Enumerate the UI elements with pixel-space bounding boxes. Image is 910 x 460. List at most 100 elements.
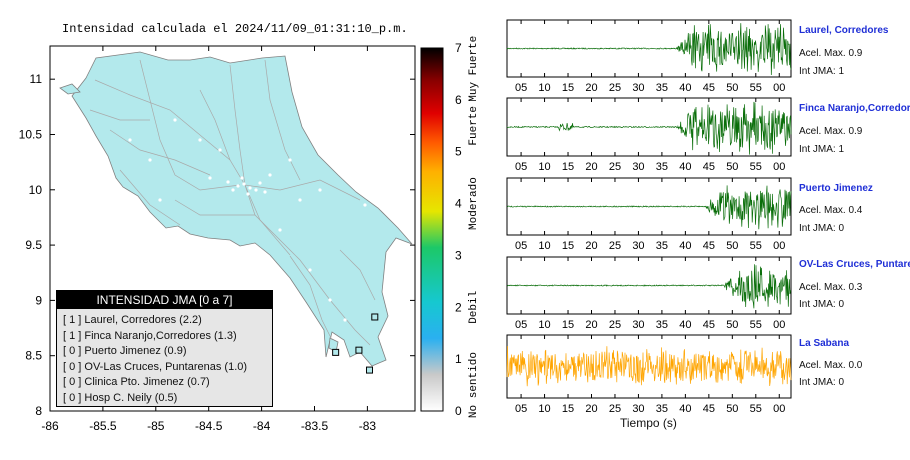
time-tick-label: 40 — [679, 319, 691, 331]
lon-tick-label: -85 — [147, 419, 165, 433]
lat-tick-label: 10 — [29, 183, 43, 197]
time-tick-label: 35 — [656, 161, 668, 173]
lat-tick-label: 11 — [30, 72, 43, 86]
time-tick-label: 40 — [679, 403, 691, 415]
lat-tick-label: 9 — [35, 293, 42, 307]
time-tick-label: 45 — [703, 161, 715, 173]
time-tick-label: 40 — [679, 82, 691, 94]
town-dot — [198, 138, 202, 142]
time-tick-label: 30 — [632, 161, 644, 173]
time-tick-label: 30 — [632, 240, 644, 252]
legend-item: [ 0 ] Puerto Jimenez (0.9) — [63, 345, 187, 357]
town-dot — [263, 190, 267, 194]
time-tick-label: 00 — [773, 319, 785, 331]
colorbar-tick-label: 0 — [455, 404, 462, 418]
road-line — [229, 64, 291, 256]
time-tick-label: 20 — [585, 403, 597, 415]
road-line — [339, 249, 376, 301]
lon-tick-label: -84.5 — [195, 419, 223, 433]
time-tick-label: 50 — [726, 403, 738, 415]
town-dot — [248, 186, 252, 190]
time-tick-label: 45 — [703, 82, 715, 94]
station-jma: Int JMA: 1 — [799, 144, 845, 155]
town-dot — [236, 184, 240, 188]
town-dot — [218, 148, 222, 152]
time-tick-label: 25 — [609, 240, 621, 252]
station-name: Finca Naranjo,Corredores — [799, 103, 910, 114]
nicoya-islet — [59, 83, 81, 95]
time-tick-label: 35 — [656, 319, 668, 331]
time-tick-label: 45 — [703, 403, 715, 415]
time-tick-label: 15 — [562, 403, 574, 415]
town-dot — [231, 188, 235, 192]
time-tick-label: 40 — [679, 240, 691, 252]
time-tick-label: 00 — [773, 403, 785, 415]
town-dot — [158, 198, 162, 202]
town-dot — [363, 203, 367, 207]
time-tick-label: 10 — [538, 82, 550, 94]
station-jma: Int JMA: 0 — [799, 377, 845, 388]
time-tick-label: 05 — [515, 319, 527, 331]
map-frame — [49, 45, 416, 412]
colorbar-category-label: Moderado — [468, 177, 480, 230]
town-dot — [173, 118, 177, 122]
road-line — [244, 184, 371, 346]
legend-item: [ 0 ] Hosp C. Neily (0.5) — [63, 391, 178, 404]
station-jma: Int JMA: 0 — [799, 223, 845, 234]
road-line — [119, 169, 181, 226]
station-accel: Acel. Max. 0.9 — [799, 48, 863, 59]
intensity-legend: INTENSIDAD JMA [0 a 7] [ 1 ] Laurel, Cor… — [56, 290, 273, 407]
time-tick-label: 20 — [585, 82, 597, 94]
town-dot — [288, 158, 292, 162]
station-name: Laurel, Corredores — [799, 25, 889, 36]
time-tick-label: 05 — [515, 161, 527, 173]
town-dot — [268, 173, 272, 177]
station-jma: Int JMA: 1 — [799, 66, 845, 77]
time-tick-label: 00 — [773, 161, 785, 173]
time-tick-label: 50 — [726, 161, 738, 173]
colorbar-category-label: Debil — [468, 291, 480, 324]
time-tick-label: 25 — [609, 82, 621, 94]
town-dot — [343, 318, 347, 322]
time-tick-label: 35 — [656, 82, 668, 94]
legend-item: [ 1 ] Finca Naranjo,Corredores (1.3) — [63, 329, 237, 342]
time-tick-label: 25 — [609, 403, 621, 415]
time-tick-label: 50 — [726, 240, 738, 252]
time-tick-label: 55 — [750, 161, 762, 173]
lon-tick-label: -84 — [253, 419, 271, 433]
intensity-map: -86 -85.5 -85 -84.5 -84 -83.5 -83 8 8.5 9 9.5 10 10.… — [19, 45, 416, 433]
legend-item: [ 1 ] Laurel, Corredores (2.2) — [63, 314, 202, 326]
station-accel: Acel. Max. 0.3 — [799, 282, 863, 293]
road-line — [109, 129, 211, 176]
town-dot — [128, 138, 132, 142]
colorbar-tick-label: 5 — [455, 145, 462, 159]
station-accel: Acel. Max. 0.4 — [799, 205, 863, 216]
waveform-trace — [507, 185, 792, 230]
time-tick-label: 25 — [609, 319, 621, 331]
time-axis-label: Tiempo (s) — [620, 416, 677, 430]
lat-tick-label: 8.5 — [25, 349, 42, 363]
road-line — [174, 199, 255, 216]
lon-tick-label: -86 — [41, 419, 59, 433]
time-tick-label: 40 — [679, 161, 691, 173]
station-jma: Int JMA: 0 — [799, 299, 845, 310]
station-marker — [366, 366, 374, 374]
waveform-trace — [506, 101, 792, 155]
town-dot — [240, 176, 244, 180]
station-marker — [355, 346, 363, 354]
lon-tick-label: -83.5 — [301, 419, 329, 433]
town-dot — [298, 198, 302, 202]
lat-tick-label: 8 — [35, 404, 42, 418]
town-dot — [328, 298, 332, 302]
time-tick-label: 35 — [656, 240, 668, 252]
waveform-trace — [506, 23, 792, 76]
station-name: OV-Las Cruces, Puntarenas — [799, 259, 910, 270]
station-name: Puerto Jimenez — [799, 183, 873, 194]
legend-list: [ 1 ] Laurel, Corredores (2.2) [ 1 ] Fin… — [57, 309, 272, 406]
time-tick-label: 55 — [750, 82, 762, 94]
colorbar-category-label: Muy Fuerte — [468, 36, 480, 102]
time-tick-label: 20 — [585, 161, 597, 173]
time-tick-label: 50 — [726, 82, 738, 94]
lon-tick-label: -85.5 — [89, 419, 117, 433]
